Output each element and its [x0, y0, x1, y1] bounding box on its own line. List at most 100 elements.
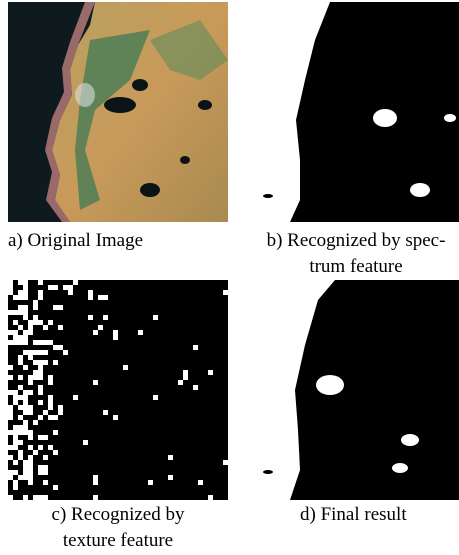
texture-speck	[8, 290, 13, 295]
caption: d) Final result	[300, 504, 407, 525]
texture-speck	[28, 445, 33, 450]
texture-speck	[13, 460, 18, 465]
texture-speck	[33, 495, 38, 500]
texture-speck	[168, 455, 173, 460]
texture-speck	[13, 335, 18, 340]
texture-speck	[28, 475, 33, 480]
texture-speck	[38, 400, 43, 405]
texture-speck	[58, 345, 63, 350]
texture-speck	[193, 385, 198, 390]
caption: b) Recognized by spec-	[267, 230, 446, 251]
texture-speck	[183, 375, 188, 380]
texture-speck	[53, 360, 58, 365]
texture-speck	[53, 450, 58, 455]
caption: c) Recognized by	[52, 504, 185, 525]
texture-speck	[28, 465, 33, 470]
texture-speck	[13, 480, 18, 485]
texture-speck	[63, 285, 68, 290]
texture-speck	[33, 305, 38, 310]
texture-speck	[38, 295, 43, 300]
texture-speck	[23, 350, 28, 355]
texture-speck	[33, 300, 38, 305]
texture-speck	[53, 415, 58, 420]
texture-speck	[28, 470, 33, 475]
texture-speck	[48, 405, 53, 410]
texture-speck	[33, 450, 38, 455]
texture-speck	[113, 335, 118, 340]
texture-speck	[93, 330, 98, 335]
texture-speck	[153, 395, 158, 400]
texture-speck	[123, 365, 128, 370]
texture-speck	[18, 290, 23, 295]
texture-speck	[18, 310, 23, 315]
texture-speck	[38, 375, 43, 380]
texture-speck	[28, 405, 33, 410]
original-image	[8, 2, 228, 222]
texture-speck	[23, 425, 28, 430]
texture-speck	[178, 380, 183, 385]
texture-speck	[23, 475, 28, 480]
texture-speck	[8, 280, 13, 285]
texture-speck	[28, 325, 33, 330]
texture-speck	[23, 390, 28, 395]
texture-speck	[18, 395, 23, 400]
texture-speck	[23, 315, 28, 320]
texture-speck	[18, 360, 23, 365]
texture-speck	[138, 330, 143, 335]
texture-speck	[23, 365, 28, 370]
texture-speck	[148, 480, 153, 485]
texture-speck	[93, 475, 98, 480]
texture-speck	[28, 435, 33, 440]
texture-speck	[8, 390, 13, 395]
texture-speck	[23, 330, 28, 335]
texture-speck	[43, 435, 48, 440]
texture-speck	[13, 295, 18, 300]
caption: texture feature	[63, 530, 173, 551]
texture-speck	[33, 320, 38, 325]
texture-speck	[53, 430, 58, 435]
texture-speck	[23, 420, 28, 425]
texture-speck	[13, 430, 18, 435]
texture-speck	[53, 485, 58, 490]
texture-speck	[33, 315, 38, 320]
texture-speck	[63, 350, 68, 355]
texture-speck	[13, 445, 18, 450]
texture-speck	[23, 305, 28, 310]
texture-speck	[18, 450, 23, 455]
texture-speck	[8, 405, 13, 410]
texture-speck	[48, 320, 53, 325]
texture-speck	[18, 415, 23, 420]
texture-speck	[23, 460, 28, 465]
texture-speck	[48, 395, 53, 400]
texture-speck	[18, 385, 23, 390]
texture-speck	[28, 480, 33, 485]
texture-speck	[8, 495, 13, 500]
texture-speck	[103, 295, 108, 300]
texture-speck	[8, 415, 13, 420]
texture-speck	[18, 325, 23, 330]
texture-speck	[23, 410, 28, 415]
texture-speck	[13, 425, 18, 430]
texture-speck	[33, 375, 38, 380]
texture-speck	[18, 475, 23, 480]
texture-speck	[23, 310, 28, 315]
texture-speck	[98, 295, 103, 300]
texture-speck	[98, 325, 103, 330]
texture-speck	[8, 330, 13, 335]
texture-speck	[18, 405, 23, 410]
texture-speck	[68, 290, 73, 295]
texture-speck	[28, 380, 33, 385]
texture-speck	[48, 415, 53, 420]
texture-speck	[13, 400, 18, 405]
texture-speck	[223, 290, 228, 295]
texture-speck	[13, 320, 18, 325]
texture-speck	[38, 290, 43, 295]
texture-speck	[18, 280, 23, 285]
texture-speck	[33, 350, 38, 355]
texture-speck	[58, 410, 63, 415]
texture-speck	[38, 340, 43, 345]
texture-speck	[8, 310, 13, 315]
texture-speck	[73, 280, 78, 285]
texture-speck	[88, 315, 93, 320]
texture-speck	[38, 445, 43, 450]
